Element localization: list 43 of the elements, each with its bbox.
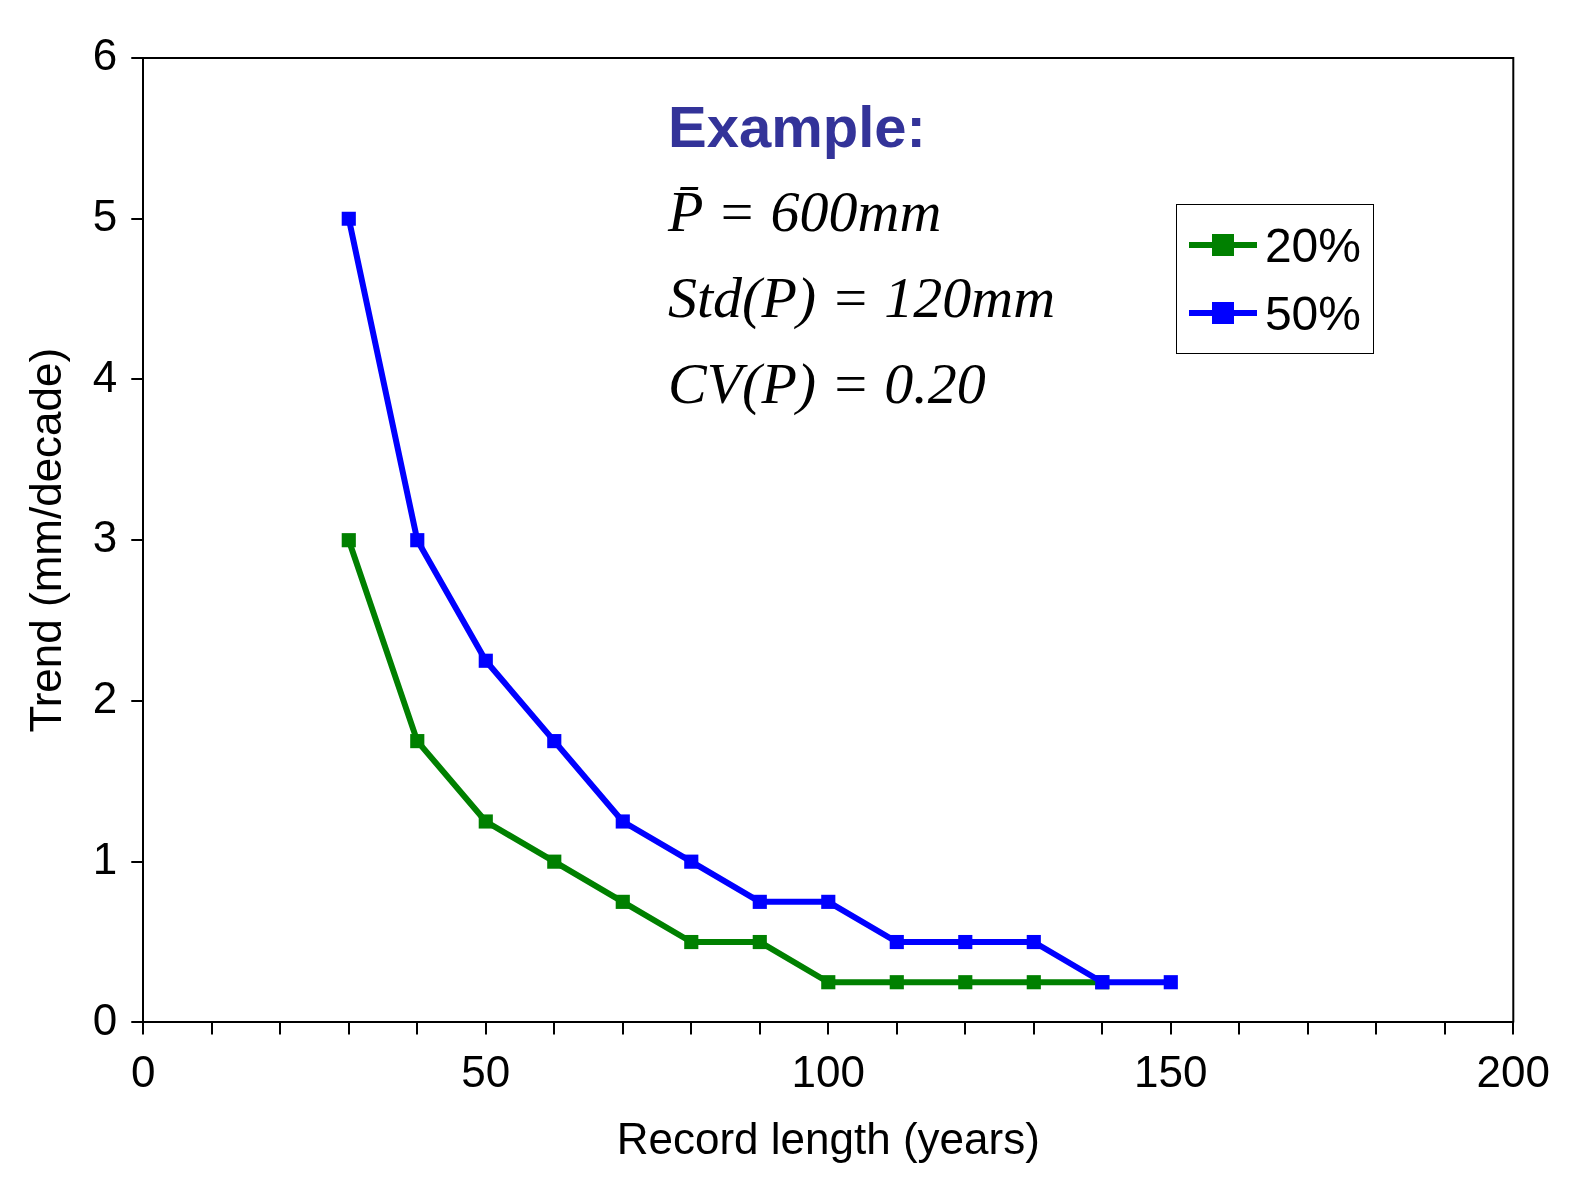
annotation: CV(P) = 0.20 <box>668 350 986 417</box>
point <box>547 854 562 869</box>
x-tick-label: 0 <box>131 1046 156 1096</box>
x-tick-label: 150 <box>1134 1046 1208 1096</box>
annotation: Std(P) = 120mm <box>668 264 1056 331</box>
x-tick-label: 100 <box>791 1046 865 1096</box>
x-tick-label: 200 <box>1476 1046 1550 1096</box>
point <box>889 934 904 950</box>
point <box>958 934 973 950</box>
point <box>478 653 493 668</box>
point <box>341 533 356 548</box>
point <box>341 211 356 226</box>
point <box>547 734 562 749</box>
annotation: Example: <box>668 93 926 160</box>
x-axis-title: Record length (years) <box>616 1113 1040 1163</box>
y-axis-title: Trend (mm/decade) <box>20 347 70 733</box>
annotation: P̄ = 600mm <box>668 178 942 245</box>
y-tick-label: 3 <box>92 512 118 562</box>
point <box>821 894 836 909</box>
point <box>889 975 904 990</box>
point <box>1163 975 1178 990</box>
point <box>615 814 630 829</box>
point <box>410 734 425 749</box>
y-tick-label: 6 <box>92 30 118 80</box>
y-tick-label: 0 <box>92 994 118 1044</box>
legend-label: 50% <box>1264 285 1361 341</box>
y-tick-label: 2 <box>92 673 118 723</box>
x-tick-label: 50 <box>461 1046 511 1096</box>
y-tick-label: 1 <box>92 833 118 883</box>
point <box>410 533 425 548</box>
legend-label: 20% <box>1264 217 1361 273</box>
point <box>752 894 767 909</box>
y-tick-label: 5 <box>92 190 118 240</box>
y-tick-label: 4 <box>92 351 118 401</box>
point <box>1026 975 1041 990</box>
point <box>1026 934 1041 950</box>
point <box>821 975 836 990</box>
point <box>615 894 630 909</box>
point <box>684 854 699 869</box>
point <box>752 934 767 950</box>
point <box>478 814 493 829</box>
point <box>958 975 973 990</box>
point <box>684 934 699 950</box>
